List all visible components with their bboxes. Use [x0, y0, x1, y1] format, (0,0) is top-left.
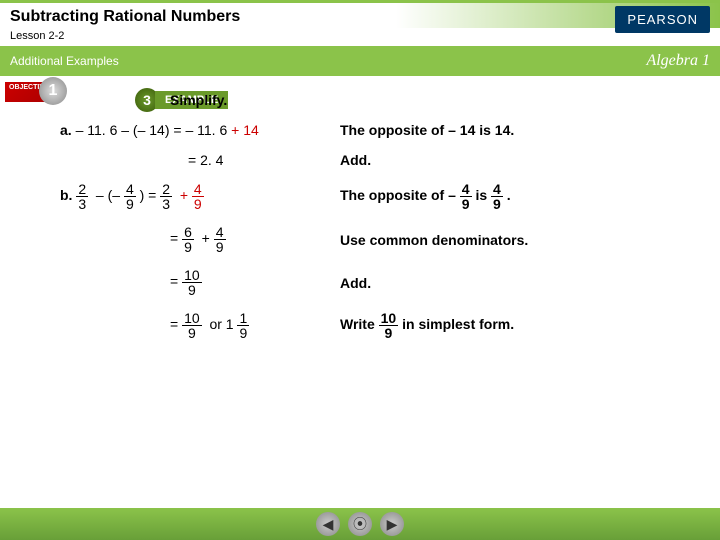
problem-b-eq3: = 109 — [60, 268, 340, 297]
problem-a-plus: + 14 — [231, 122, 259, 138]
green-bar: Additional Examples Algebra 1 — [0, 46, 720, 76]
problem-a-step1: a. – 11. 6 – (– 14) = – 11. 6 + 14 The o… — [60, 122, 680, 138]
problem-a-eq2: = 2. 4 — [60, 152, 340, 168]
content-area: 3 EXAMPLE Simplify. a. – 11. 6 – (– 14) … — [0, 76, 720, 340]
frac-4-9b: 49 — [192, 182, 204, 211]
problem-a-eq1: = – 11. 6 — [173, 122, 227, 138]
frac-4-9: 49 — [124, 182, 136, 211]
problem-b-eq2: = 69 + 49 — [60, 225, 340, 254]
objective-number: 1 — [39, 77, 67, 105]
lesson-label: Lesson 2-2 — [0, 28, 720, 46]
nav-prev-button[interactable]: ◀ — [316, 512, 340, 536]
frac-10-9c: 109 — [379, 311, 399, 340]
problem-b-label: b. — [60, 187, 72, 203]
problem-b-explain1: The opposite of – 49 is 49 . — [340, 182, 680, 211]
header-top: Subtracting Rational Numbers — [0, 0, 720, 28]
problem-b-eq4: = 109 or 1 19 — [60, 311, 340, 340]
plus-red: + 49 — [176, 187, 204, 203]
frac-10-9b: 109 — [182, 311, 202, 340]
problem-b-explain4: Write 109 in simplest form. — [340, 311, 680, 340]
frac-10-9: 109 — [182, 268, 202, 297]
problem-a-explain2: Add. — [340, 152, 680, 168]
problem-b-step4: = 109 or 1 19 Write 109 in simplest form… — [60, 311, 680, 340]
math-expression: a. – 11. 6 – (– 14) = – 11. 6 + 14 — [60, 122, 340, 138]
nav-next-button[interactable]: ▶ — [380, 512, 404, 536]
frac-4-9e: 49 — [214, 225, 226, 254]
objective-flag: OBJECTIVE 1 — [5, 82, 55, 102]
footer-nav: ◀ ⦿ ▶ — [0, 508, 720, 540]
problem-b-explain3: Add. — [340, 275, 680, 291]
problem-a-step2: = 2. 4 Add. — [60, 152, 680, 168]
pearson-logo: PEARSON — [615, 6, 710, 33]
frac-2-3: 23 — [76, 182, 88, 211]
problem-b-step2: = 69 + 49 Use common denominators. — [60, 225, 680, 254]
additional-examples: Additional Examples — [10, 54, 119, 68]
frac-4-9c: 49 — [460, 182, 472, 211]
frac-2-3b: 23 — [160, 182, 172, 211]
objective-badge: OBJECTIVE 1 — [5, 82, 55, 102]
nav-home-button[interactable]: ⦿ — [348, 512, 372, 536]
frac-1-9: 19 — [237, 311, 249, 340]
problem-b-expr: b. 23 – (– 49 ) = 23 + 49 — [60, 182, 340, 211]
course-name: Algebra 1 — [646, 52, 710, 70]
problem-b-step3: = 109 Add. — [60, 268, 680, 297]
problem-a-label: a. — [60, 122, 72, 138]
frac-6-9: 69 — [182, 225, 194, 254]
instruction: Simplify. — [170, 92, 680, 108]
problem-a-explain1: The opposite of – 14 is 14. — [340, 122, 680, 138]
problem-b-step1: b. 23 – (– 49 ) = 23 + 49 The opposite o… — [60, 182, 680, 211]
page-title: Subtracting Rational Numbers — [10, 8, 240, 25]
problem-a-expr: – 11. 6 – (– 14) — [76, 122, 170, 138]
problem-b-explain2: Use common denominators. — [340, 232, 680, 248]
frac-4-9d: 49 — [491, 182, 503, 211]
